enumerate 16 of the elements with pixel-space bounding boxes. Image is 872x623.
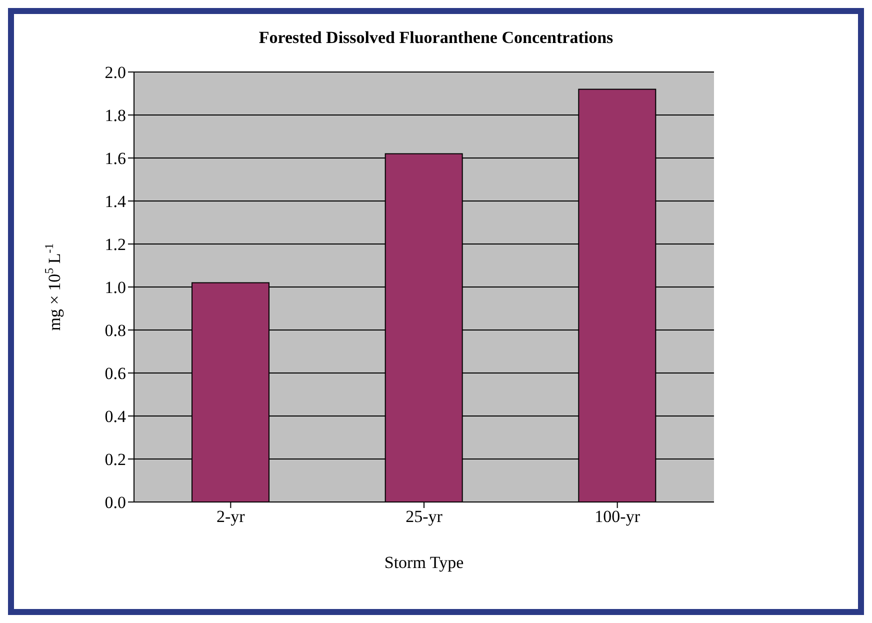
y-tick-label: 1.8 (104, 106, 126, 126)
y-tick-label: 0.0 (104, 493, 126, 512)
x-tick-label: 2-yr (216, 507, 246, 526)
y-tick-label: 1.6 (104, 149, 126, 168)
y-tick-label: 1.0 (104, 278, 126, 298)
y-tick-label: 0.2 (104, 450, 126, 470)
x-tick-label: 25-yr (406, 507, 443, 526)
chart-title: Forested Dissolved Fluoranthene Concentrations (258, 27, 614, 49)
y-tick-label: 0.4 (104, 407, 126, 426)
y-tick-label: 0.8 (104, 321, 126, 340)
x-axis-title: Storm Type (384, 553, 464, 572)
y-tick-label: 2.0 (104, 63, 126, 82)
y-tick-label: 1.4 (104, 192, 126, 212)
y-tick-label: 1.2 (104, 235, 126, 254)
y-tick-label: 0.6 (104, 364, 126, 384)
x-tick-label: 100-yr (594, 507, 640, 526)
